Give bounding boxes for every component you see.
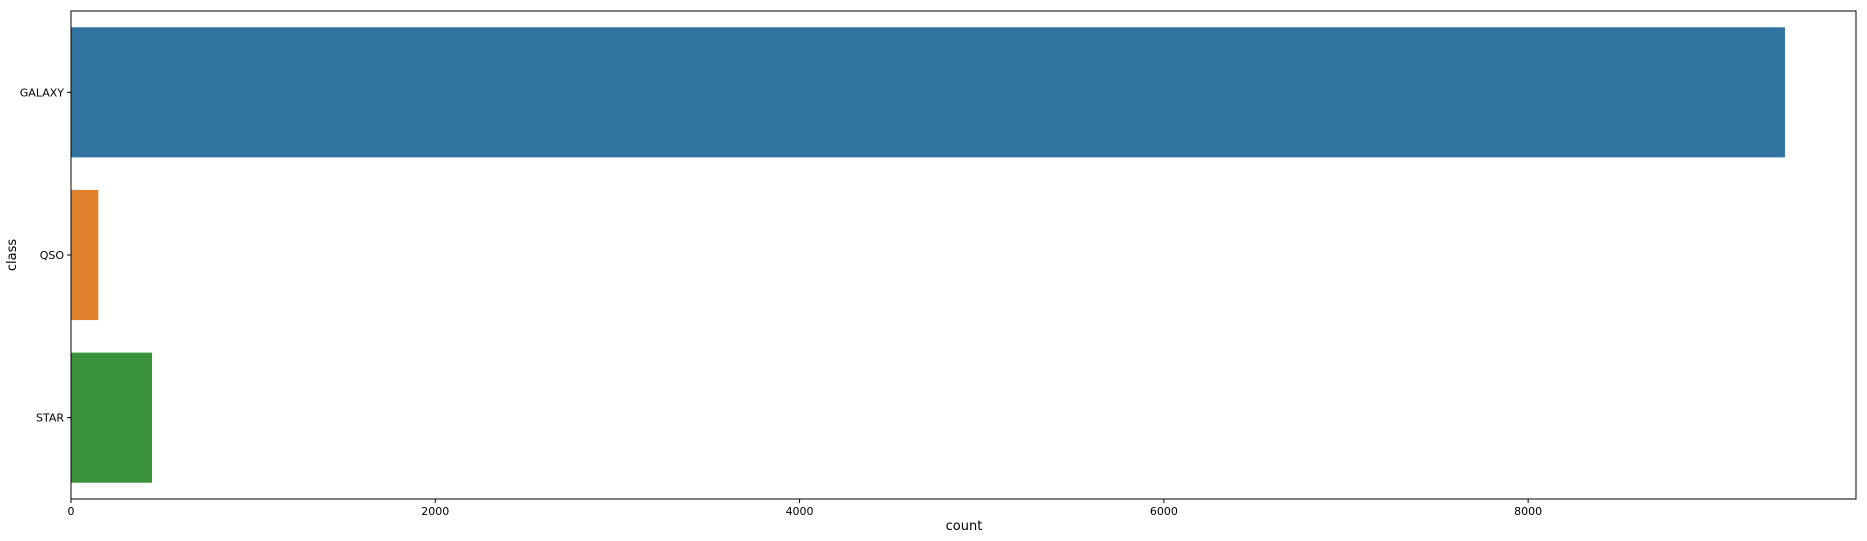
y-tick-label-star: STAR — [36, 412, 64, 425]
bars-group — [71, 27, 1785, 483]
bar-star — [71, 352, 153, 483]
x-tick-label: 0 — [68, 505, 75, 518]
x-axis-label: count — [946, 519, 983, 534]
y-tick-label-galaxy: GALAXY — [20, 86, 64, 99]
bar-qso — [71, 189, 99, 321]
bar-galaxy — [71, 27, 1785, 158]
x-axis-ticks: 0 2000 4000 6000 8000 — [68, 499, 1542, 518]
y-axis-ticks: GALAXY QSO STAR — [20, 86, 71, 425]
y-tick-label-qso: QSO — [40, 249, 65, 262]
x-tick-label: 8000 — [1514, 505, 1542, 518]
x-tick-label: 6000 — [1150, 505, 1178, 518]
x-tick-label: 4000 — [786, 505, 814, 518]
y-axis-label: class — [5, 239, 20, 271]
x-tick-label: 2000 — [421, 505, 449, 518]
